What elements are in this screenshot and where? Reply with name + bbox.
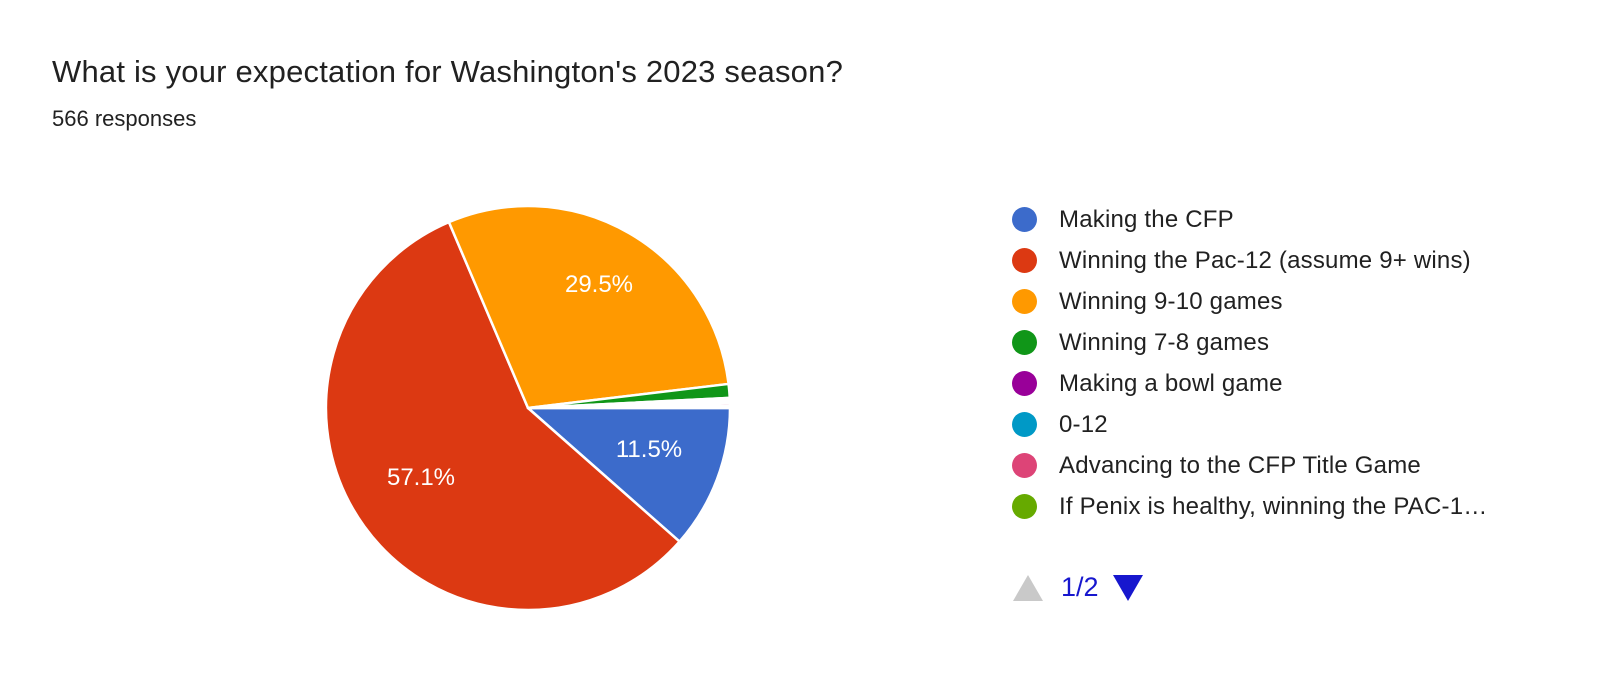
page-up-icon[interactable]: [1013, 574, 1043, 601]
pie-slice[interactable]: [526, 404, 732, 410]
legend-item-label: Making a bowl game: [1059, 369, 1283, 397]
response-count: 566 responses: [52, 106, 197, 131]
legend-item-label: Advancing to the CFP Title Game: [1059, 451, 1421, 479]
legend-color-dot-icon: [1012, 207, 1037, 232]
legend-item-label: Making the CFP: [1059, 205, 1234, 233]
legend-color-dot-icon: [1012, 371, 1037, 396]
legend-item: Winning 7-8 games: [1012, 322, 1487, 363]
pie-slice[interactable]: [324, 220, 681, 612]
legend-color-dot-icon: [1012, 248, 1037, 273]
legend-pagination: 1/2: [1013, 572, 1143, 603]
legend-color-dot-icon: [1012, 330, 1037, 355]
legend-item-label: Winning the Pac-12 (assume 9+ wins): [1059, 246, 1471, 274]
legend-color-dot-icon: [1012, 453, 1037, 478]
legend-color-dot-icon: [1012, 289, 1037, 314]
legend-color-dot-icon: [1012, 412, 1037, 437]
pie-slice[interactable]: [447, 204, 730, 410]
legend-item: Advancing to the CFP Title Game: [1012, 445, 1487, 486]
legend-item-label: 0-12: [1059, 410, 1108, 438]
question-title: What is your expectation for Washington'…: [52, 54, 844, 89]
legend-item: 0-12: [1012, 404, 1487, 445]
legend-item-label: If Penix is healthy, winning the PAC-1…: [1059, 492, 1488, 520]
legend-item-label: Winning 7-8 games: [1059, 328, 1270, 356]
page-down-icon[interactable]: [1112, 574, 1143, 601]
legend-color-dot-icon: [1012, 494, 1037, 519]
legend-item: Winning 9-10 games: [1012, 281, 1487, 322]
legend-item: If Penix is healthy, winning the PAC-1…: [1012, 486, 1487, 527]
page-indicator: 1/2: [1061, 572, 1099, 602]
legend-item: Making the CFP: [1012, 199, 1487, 240]
legend-item: Making a bowl game: [1012, 363, 1487, 404]
legend: Making the CFP Winning the Pac-12 (assum…: [1012, 199, 1487, 527]
pie-slice[interactable]: [526, 406, 732, 543]
legend-item-label: Winning 9-10 games: [1059, 287, 1283, 315]
legend-item: Winning the Pac-12 (assume 9+ wins): [1012, 240, 1487, 281]
